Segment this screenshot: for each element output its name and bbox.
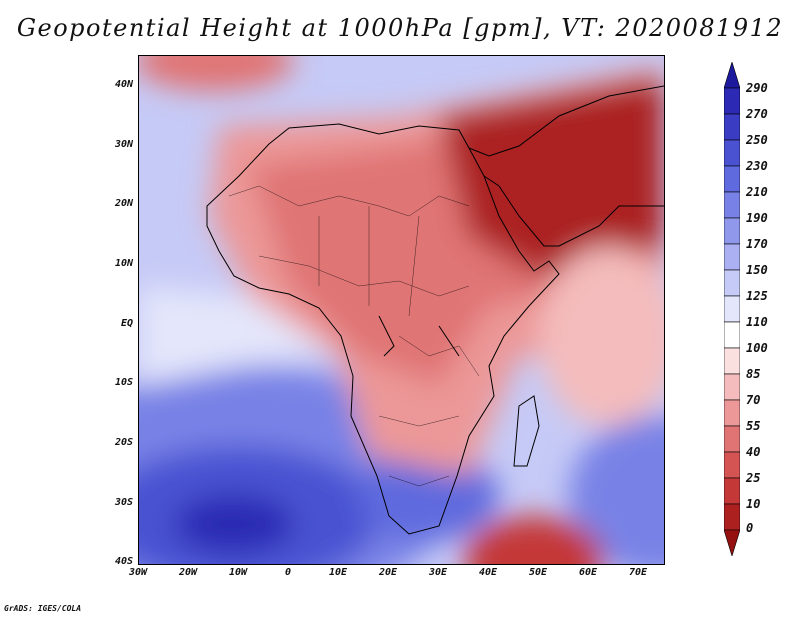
lon-label-20e: 20E: [378, 567, 398, 578]
geopotential-field: [139, 56, 664, 564]
lat-label-30n: 30N: [114, 139, 133, 150]
colorbar-label: 10: [746, 497, 761, 511]
colorbar-label: 70: [746, 393, 761, 407]
chart-title: Geopotential Height at 1000hPa [gpm], VT…: [16, 14, 784, 42]
lat-label-20s: 20S: [114, 437, 133, 448]
colorbar-segment: [724, 243, 740, 271]
colorbar-label: 0: [746, 521, 754, 535]
colorbar-segment: [724, 113, 740, 141]
colorbar-label: 100: [746, 341, 768, 355]
colorbar-segment: [724, 451, 740, 479]
colorbar-segment: [724, 321, 740, 349]
lon-label-30e: 30E: [428, 567, 448, 578]
colorbar-segment: [724, 269, 740, 297]
colorbar-segment: [724, 295, 740, 323]
colorbar-segment: [724, 503, 740, 531]
colorbar-segment: [724, 191, 740, 219]
colorbar-label: 190: [746, 211, 768, 225]
lon-label-10e: 10E: [328, 567, 348, 578]
colorbar-label: 290: [746, 81, 768, 95]
lon-label-40e: 40E: [478, 567, 498, 578]
lon-label-50e: 50E: [528, 567, 548, 578]
colorbar-segment: [724, 165, 740, 193]
colorbar-label: 55: [746, 419, 761, 433]
colorbar: [724, 62, 740, 556]
colorbar-segment: [724, 399, 740, 427]
lon-label-10w: 10W: [228, 567, 248, 578]
colorbar-segment: [724, 373, 740, 401]
colorbar-label: 210: [746, 185, 768, 199]
lon-label-0: 0: [284, 567, 292, 578]
colorbar-label: 40: [746, 445, 761, 459]
colorbar-label: 125: [746, 289, 768, 303]
colorbar-segment: [724, 347, 740, 375]
colorbar-label: 170: [746, 237, 768, 251]
lon-label-20w: 20W: [178, 567, 198, 578]
colorbar-segment: [724, 529, 740, 556]
lat-label-10s: 10S: [114, 377, 133, 388]
lat-label-40n: 40N: [114, 79, 133, 90]
colorbar-segment: [724, 217, 740, 245]
colorbar-label: 110: [746, 315, 768, 329]
map-panel: [138, 55, 665, 565]
coastline: [206, 85, 664, 535]
colorbar-label: 270: [746, 107, 768, 121]
colorbar-segment: [724, 62, 740, 89]
colorbar-segment: [724, 477, 740, 505]
colorbar-segment: [724, 425, 740, 453]
colorbar-segment: [724, 139, 740, 167]
lon-label-70e: 70E: [628, 567, 648, 578]
colorbar-label: 150: [746, 263, 768, 277]
credit-text: GrADS: IGES/COLA: [4, 604, 82, 613]
colorbar-label: 85: [746, 367, 761, 381]
lon-label-60e: 60E: [578, 567, 598, 578]
colorbar-label: 250: [746, 133, 768, 147]
lat-label-40s: 40S: [114, 556, 133, 567]
lat-label-30s: 30S: [114, 497, 133, 508]
colorbar-label: 25: [746, 471, 761, 485]
colorbar-label: 230: [746, 159, 768, 173]
lon-label-30w: 30W: [128, 567, 148, 578]
lat-label-10n: 10N: [114, 258, 133, 269]
lat-label-20n: 20N: [114, 198, 133, 209]
lat-label-eq: EQ: [120, 318, 133, 329]
colorbar-segment: [724, 87, 740, 115]
